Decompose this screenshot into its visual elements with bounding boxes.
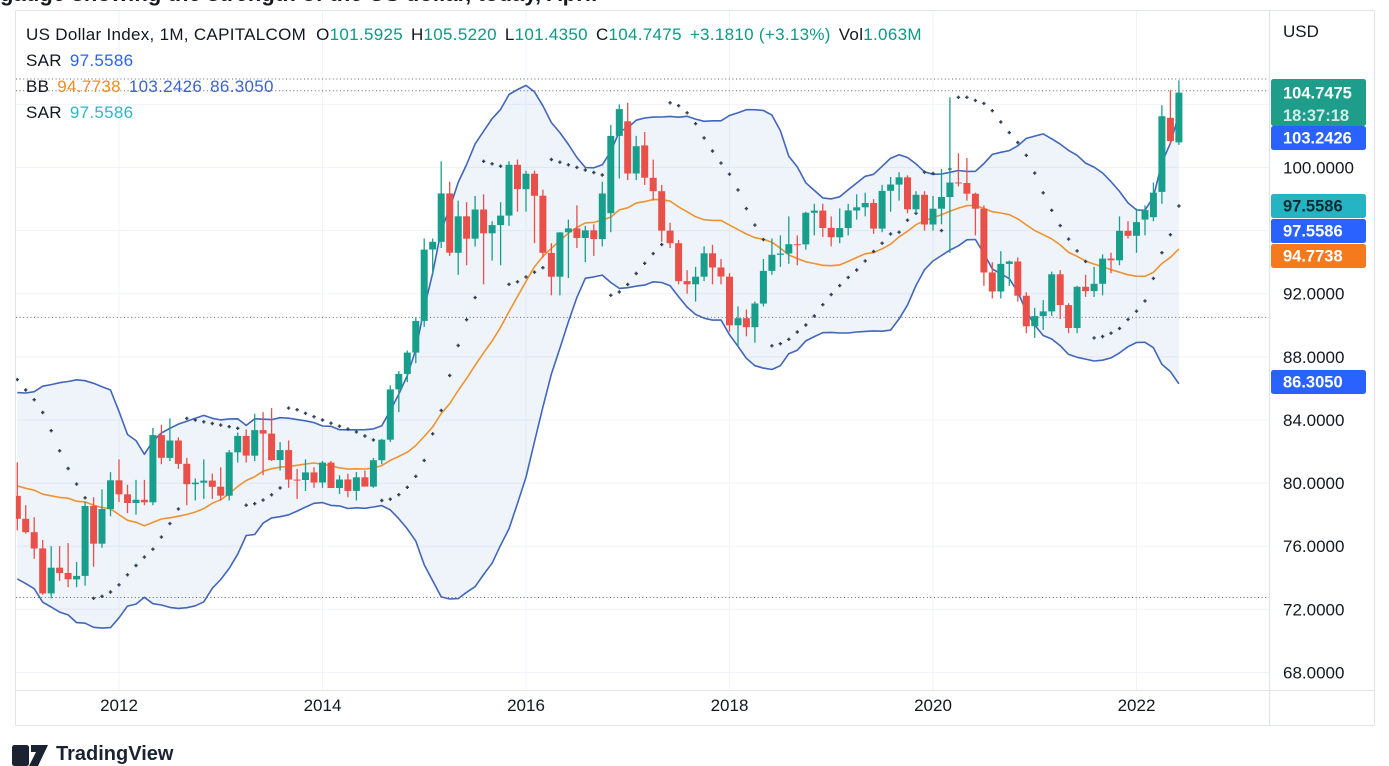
svg-text:80.0000: 80.0000: [1283, 474, 1344, 493]
svg-text:92.0000: 92.0000: [1283, 285, 1344, 304]
svg-text:2012: 2012: [100, 696, 138, 715]
svg-text:86.3050: 86.3050: [1283, 374, 1343, 392]
svg-text:104.7475: 104.7475: [1283, 85, 1352, 103]
svg-text:94.7738: 94.7738: [1283, 248, 1343, 266]
svg-text:2018: 2018: [711, 696, 749, 715]
svg-text:97.5586: 97.5586: [1283, 198, 1343, 216]
svg-text:100.0000: 100.0000: [1283, 159, 1354, 178]
svg-text:2020: 2020: [914, 696, 952, 715]
svg-text:97.5586: 97.5586: [1283, 223, 1343, 241]
svg-text:68.0000: 68.0000: [1283, 664, 1344, 683]
svg-text:88.0000: 88.0000: [1283, 348, 1344, 367]
svg-text:18:37:18: 18:37:18: [1283, 107, 1349, 125]
svg-text:2022: 2022: [1118, 696, 1156, 715]
svg-text:2016: 2016: [507, 696, 545, 715]
svg-text:2014: 2014: [304, 696, 342, 715]
svg-text:US Dollar Index, 1M, CAPITALCO: US Dollar Index, 1M, CAPITALCOM O101.5925…: [26, 25, 922, 44]
svg-text:USD: USD: [1283, 22, 1319, 41]
svg-text:76.0000: 76.0000: [1283, 537, 1344, 556]
svg-text:103.2426: 103.2426: [1283, 130, 1352, 148]
svg-text:72.0000: 72.0000: [1283, 600, 1344, 619]
svg-text:84.0000: 84.0000: [1283, 411, 1344, 430]
